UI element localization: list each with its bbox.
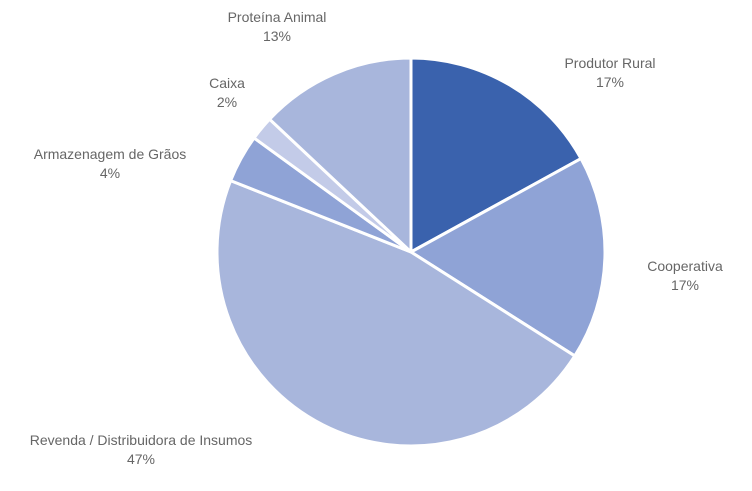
pie-slice <box>268 56 413 254</box>
pie-slice <box>409 56 583 254</box>
category-name: Cooperativa <box>647 258 723 274</box>
slice-label: Proteína Animal 13% <box>190 8 364 46</box>
slice-label: Armazenagem de Grãos 4% <box>0 145 220 183</box>
pie-slice <box>409 157 607 358</box>
category-name: Revenda / Distribuidora de Insumos <box>29 432 253 448</box>
slice-label: Caixa 2% <box>190 74 264 112</box>
category-name: Armazenagem de Grãos <box>33 146 187 162</box>
category-name: Proteína Animal <box>227 9 327 25</box>
value-label: 13% <box>262 28 292 44</box>
category-name: Caixa <box>209 75 245 91</box>
pie-slice <box>215 179 577 448</box>
slice-label: Produtor Rural 17% <box>550 54 670 92</box>
value-label: 47% <box>126 451 156 467</box>
value-label: 2% <box>216 94 238 110</box>
value-label: 17% <box>670 277 700 293</box>
value-label: 17% <box>595 74 625 90</box>
category-name: Produtor Rural <box>564 55 656 71</box>
slice-label: Cooperativa 17% <box>620 257 750 295</box>
value-label: 4% <box>99 165 121 181</box>
slice-label: Revenda / Distribuidora de Insumos 47% <box>26 431 256 469</box>
